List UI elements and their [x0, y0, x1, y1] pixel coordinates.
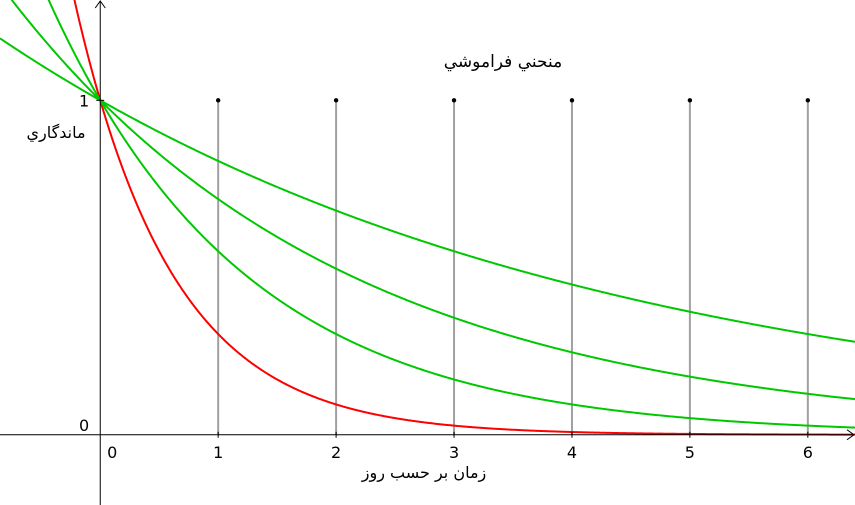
tick-labels: 0 1 2 3 4 5 6 0 1 [79, 91, 813, 461]
y-axis-arrow [94, 0, 106, 9]
series-line-1 [73, 0, 855, 436]
x-tick-label-4: 4 [567, 443, 577, 462]
guide-dot-3 [451, 98, 457, 103]
x-tick-label-0: 0 [107, 443, 117, 462]
x-tick-label-1: 1 [213, 443, 223, 462]
guide-dot-6 [805, 98, 811, 103]
guide-dot-5 [687, 98, 693, 103]
x-axis-arrow [846, 429, 855, 441]
x-tick-label-2: 2 [331, 443, 341, 462]
y-tick-label-0: 0 [79, 416, 89, 435]
x-tick-label-5: 5 [685, 443, 695, 462]
curves [0, 0, 855, 436]
chart-title: منحني فراموشي [444, 52, 562, 72]
x-tick-label-6: 6 [803, 443, 813, 462]
y-axis-label: ماندگاري [26, 123, 85, 143]
guide-dot-1 [215, 98, 221, 103]
series-line-3 [10, 0, 855, 401]
y-tick-label-1: 1 [79, 91, 89, 110]
x-tick-label-3: 3 [449, 443, 459, 462]
series-line-4 [0, 37, 855, 343]
vertical-guides [215, 98, 811, 435]
x-axis-label: زمان بر حسب روز [361, 463, 487, 483]
series-line-2 [47, 0, 855, 429]
guide-dot-4 [569, 98, 575, 103]
guide-dot-2 [333, 98, 339, 103]
